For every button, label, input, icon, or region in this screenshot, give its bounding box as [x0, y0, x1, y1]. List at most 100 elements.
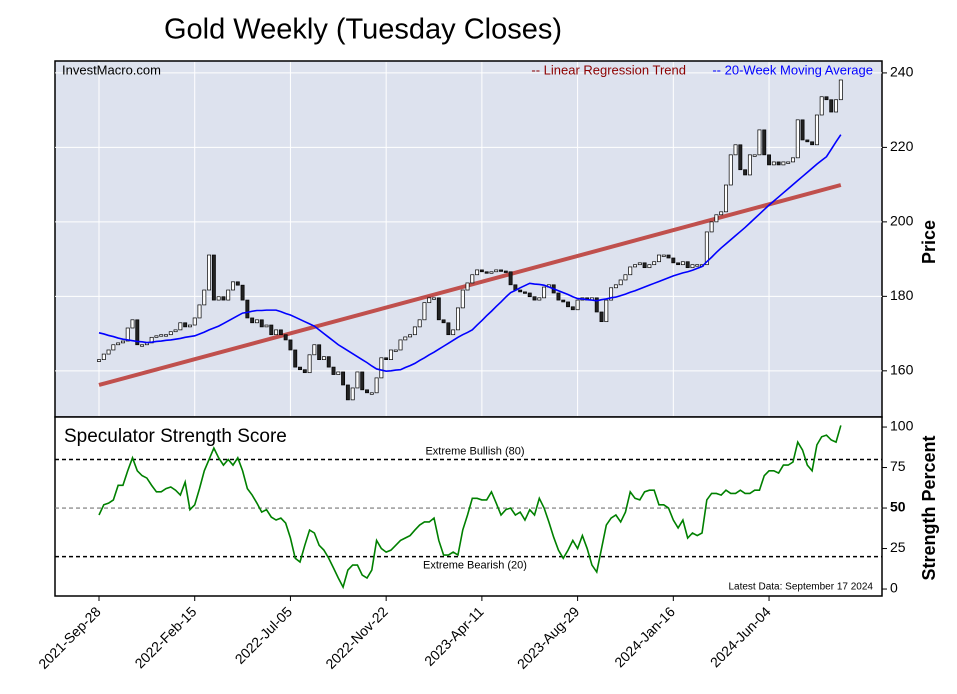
candle-body: [695, 264, 700, 267]
candle-body: [231, 281, 235, 291]
candle-body: [432, 297, 436, 300]
x-tick-label: 2022-Nov-22: [322, 603, 391, 672]
candle-body: [135, 319, 140, 346]
candle-body: [173, 329, 178, 333]
x-tick-label: 2024-Jan-16: [611, 603, 678, 670]
candle-body: [800, 119, 805, 141]
candle-body: [288, 339, 293, 351]
candle-body: [838, 79, 843, 101]
candle-body: [465, 282, 470, 291]
candle-body: [628, 266, 633, 276]
candle-body: [355, 371, 360, 389]
candle-body: [814, 114, 819, 146]
candle-body: [441, 319, 446, 324]
candle-body: [475, 269, 480, 276]
candle-body: [618, 279, 623, 286]
candle-body: [398, 339, 403, 351]
candle-body: [566, 301, 570, 308]
candle-body: [762, 129, 767, 156]
candle-body: [393, 349, 398, 352]
candle-body: [666, 254, 671, 259]
candle-body: [187, 324, 192, 328]
candle-body: [647, 264, 652, 269]
candle-body: [211, 254, 216, 301]
y-tick-label: 220: [890, 138, 914, 154]
candle-body: [412, 326, 417, 336]
candle-body: [298, 366, 302, 371]
candle-body: [183, 322, 188, 328]
candle-body: [202, 289, 207, 306]
candle-body: [479, 269, 484, 273]
candle-body: [556, 292, 561, 301]
x-tick-label: 2023-Aug-29: [514, 603, 583, 672]
candle-body: [786, 161, 791, 164]
candle-body: [384, 357, 389, 361]
y-tick-label: 75: [890, 458, 906, 474]
candle-body: [427, 297, 432, 304]
candle-body: [269, 324, 274, 336]
candle-body: [369, 392, 374, 395]
candle-body: [704, 231, 709, 266]
candle-body: [724, 184, 728, 213]
x-tick-label: 2023-Apr-11: [421, 603, 487, 669]
candle-body: [829, 99, 834, 113]
candle-body: [570, 306, 575, 311]
y-tick-label: 240: [890, 64, 914, 80]
y-axis-label: Strength Percent: [919, 435, 939, 580]
candle-body: [451, 329, 456, 336]
threshold-label: Extreme Bullish (80): [425, 445, 524, 457]
candle-body: [154, 335, 159, 338]
candle-body: [216, 296, 221, 301]
candle-body: [403, 336, 408, 341]
y-tick-label: 200: [890, 213, 914, 229]
candle-body: [728, 154, 733, 186]
candle-body: [776, 161, 781, 166]
candle-body: [192, 317, 197, 326]
candle-body: [379, 357, 384, 379]
candle-body: [508, 271, 513, 286]
candle-body: [116, 342, 121, 346]
candle-body: [264, 324, 269, 328]
candle-body: [317, 344, 322, 361]
candle-body: [604, 299, 609, 323]
candle-body: [733, 144, 738, 156]
candle-body: [523, 291, 527, 294]
x-tick-label: 2024-Jun-04: [707, 603, 774, 670]
candle-body: [245, 299, 250, 319]
candle-body: [321, 356, 326, 361]
candle-body: [331, 366, 336, 375]
candle-body: [599, 311, 604, 323]
chart-title: Gold Weekly (Tuesday Closes): [164, 14, 562, 46]
y-axis-label: Price: [919, 220, 939, 264]
x-tick-label: 2022-Jul-05: [232, 603, 296, 667]
candle-body: [207, 254, 212, 291]
candle-body: [657, 254, 661, 263]
candle-body: [388, 349, 393, 361]
candle-body: [757, 129, 762, 156]
candle-body: [436, 297, 441, 321]
candle-body: [197, 304, 202, 319]
candle-body: [494, 269, 499, 273]
candle-body: [278, 329, 283, 336]
legend-ma: -- 20-Week Moving Average: [712, 62, 873, 77]
candle-body: [374, 377, 379, 394]
layer: Extreme Bullish (80) Extreme Bearish (20): [55, 62, 887, 601]
candle-body: [499, 269, 503, 272]
candle-body: [652, 261, 657, 266]
candle-body: [824, 96, 829, 101]
candle-body: [484, 271, 489, 274]
candle-body: [537, 297, 542, 301]
candle-body: [671, 257, 676, 264]
candle-body: [456, 307, 460, 331]
source: InvestMacro.com: [62, 62, 161, 77]
candle-body: [661, 254, 666, 257]
candle-body: [259, 319, 264, 328]
candle-body: [810, 141, 815, 146]
candle-body: [254, 319, 259, 324]
candle-body: [633, 264, 637, 268]
candle-body: [312, 344, 317, 356]
candle-body: [350, 387, 355, 401]
y-tick-label: 50: [890, 499, 906, 515]
candle-body: [781, 161, 786, 166]
